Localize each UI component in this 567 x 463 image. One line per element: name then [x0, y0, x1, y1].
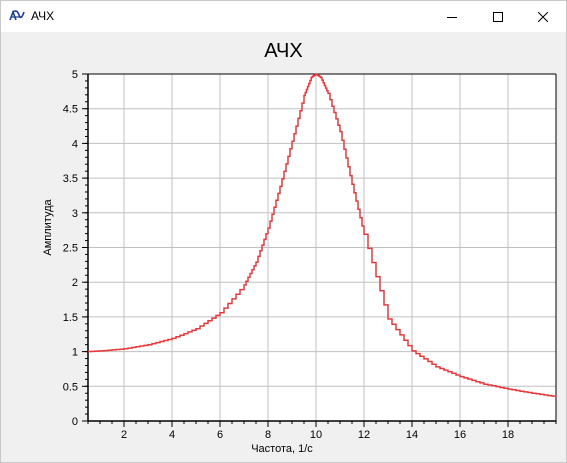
y-tick-label: 0.5: [63, 381, 78, 393]
series-line: [88, 73, 557, 397]
x-tick-label: 8: [265, 429, 271, 441]
title-bar[interactable]: АЧХ: [1, 1, 566, 32]
x-tick-label: 4: [169, 429, 175, 441]
y-tick-label: 3: [72, 208, 78, 220]
x-tick-label: 10: [310, 429, 322, 441]
chart-title: АЧХ: [264, 40, 303, 62]
maximize-button[interactable]: [475, 1, 521, 32]
minimize-icon: [447, 16, 457, 18]
y-tick-label: 3.5: [63, 173, 78, 185]
x-tick-label: 14: [406, 429, 418, 441]
x-tick-label: 6: [217, 429, 223, 441]
y-tick-label: 0: [72, 416, 78, 428]
y-tick-label: 2.5: [63, 243, 78, 255]
y-axis-label: Амплитуда: [42, 198, 54, 255]
x-tick-label: 18: [502, 429, 514, 441]
x-tick-label: 12: [358, 429, 370, 441]
y-tick-label: 4: [72, 138, 78, 150]
minimize-button[interactable]: [429, 1, 475, 32]
x-tick-label: 16: [454, 429, 466, 441]
maximize-icon: [493, 11, 503, 22]
chart-area: АЧХ 2 4 6 8 10 12 14 16 18 0 0.5 1 1.5 2 2.5 3 3.5 4 4.5 5 Ч…: [1, 32, 566, 462]
y-tick-label: 1: [72, 347, 78, 359]
window-title: АЧХ: [31, 9, 55, 23]
chart-svg: 2 4 6 8 10 12 14 16 18 0 0.5 1 1.5 2 2.5 3 3.5 4 4.5 5 Часто…: [42, 69, 557, 455]
x-tick-label: 2: [121, 429, 127, 441]
y-tick-label: 2: [72, 277, 78, 289]
close-icon: [538, 11, 548, 22]
y-tick-label: 1.5: [63, 312, 78, 324]
x-axis-label: Частота, 1/с: [251, 443, 313, 455]
close-button[interactable]: [520, 1, 566, 32]
y-tick-label: 5: [72, 69, 78, 81]
y-tick-label: 4.5: [63, 104, 78, 116]
app-logo-icon: [9, 9, 25, 23]
